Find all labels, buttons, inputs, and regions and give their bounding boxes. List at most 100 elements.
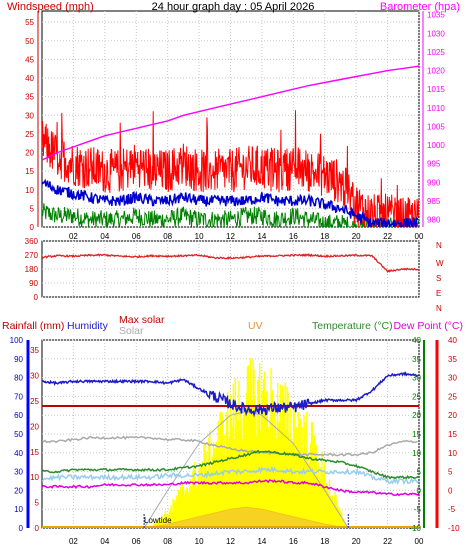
climate-x-axis-ticks: 02 04 06 08 10 12 14 16 18 20 22 00 — [69, 537, 424, 546]
barometer-tick-label: 990 — [427, 178, 441, 187]
temperature-tick-label: 35 — [412, 355, 421, 364]
climate-x-tick-label: 16 — [289, 537, 298, 546]
page-title: 24 hour graph day : 05 April 2026 — [152, 1, 315, 13]
wind-x-tick-label: 10 — [195, 232, 204, 241]
temperature-tick-label: 5 — [417, 468, 422, 477]
temperature-tick-label: 20 — [412, 411, 421, 420]
climate-x-tick-label: 10 — [195, 537, 204, 546]
compass-label: W — [436, 259, 444, 268]
direction-tick-label: 0 — [34, 293, 39, 302]
humidity-label: Humidity — [67, 320, 109, 332]
light-blue-line — [42, 465, 419, 486]
rainfall-label: Rainfall (mm) — [2, 320, 64, 332]
barometer-tick-label: 1005 — [427, 122, 445, 131]
temperature-label: Temperature (°C) — [312, 320, 393, 332]
rain-tick-label: 15 — [30, 448, 39, 457]
wind-x-tick-label: 02 — [69, 232, 78, 241]
temperature-tick-label: 30 — [412, 374, 421, 383]
direction-tick-label: 180 — [25, 265, 39, 274]
wind-y-tick-label: 10 — [25, 186, 34, 195]
wind-y-tick-label: 50 — [25, 37, 34, 46]
barometer-tick-label: 1025 — [427, 48, 445, 57]
dew-point-tick-label: 5 — [448, 468, 453, 477]
solar-label: Solar — [119, 325, 144, 337]
wind-gust-line — [42, 110, 419, 227]
barometer-tick-label: 1020 — [427, 67, 445, 76]
wind-x-tick-label: 20 — [352, 232, 361, 241]
humidity-tick-label: 40 — [14, 449, 23, 458]
barometer-tick-label: 1000 — [427, 141, 445, 150]
humidity-tick-label: 60 — [14, 411, 23, 420]
climate-panel: 010203040506070809010005101520253035-10-… — [2, 314, 463, 546]
wind-x-tick-label: 00 — [415, 232, 424, 241]
barometer-right-axis-ticks: 980 985 990 995 1000 1005 1010 1015 1020 1025 1030… — [422, 11, 445, 227]
dew-point-tick-label: 10 — [448, 449, 457, 458]
wind-y-tick-label: 40 — [25, 74, 34, 83]
wind-x-tick-label: 06 — [132, 232, 141, 241]
wind-y-tick-label: 30 — [25, 111, 34, 120]
humidity-tick-label: 80 — [14, 374, 23, 383]
wind-y-tick-label: 35 — [25, 93, 34, 102]
wind-y-tick-label: 25 — [25, 130, 34, 139]
climate-x-tick-label: 22 — [383, 537, 392, 546]
lowtide-label: Lowtide — [144, 516, 172, 525]
rain-tick-label: 35 — [30, 346, 39, 355]
dew-point-tick-label: 15 — [448, 430, 457, 439]
direction-tick-label: 270 — [25, 251, 39, 260]
dew-point-tick-label: 30 — [448, 374, 457, 383]
dew-point-tick-label: 25 — [448, 392, 457, 401]
humidity-tick-label: 10 — [14, 505, 23, 514]
climate-axes: 010203040506070809010005101520253035-10-… — [10, 336, 460, 533]
direction-series — [42, 253, 419, 273]
wind-gust-series — [42, 110, 419, 227]
direction-tick-label: 90 — [29, 279, 38, 288]
wind-x-tick-label: 18 — [320, 232, 329, 241]
rain-tick-label: 30 — [30, 372, 39, 381]
wind-y-tick-label: 55 — [25, 18, 34, 27]
climate-series — [42, 371, 419, 528]
wind-low-line — [42, 203, 419, 227]
climate-x-tick-label: 04 — [100, 537, 109, 546]
humidity-tick-label: 30 — [14, 468, 23, 477]
wind-axis-label: Windspeed (mph) — [7, 1, 94, 13]
dew-point-tick-label: 0 — [448, 486, 453, 495]
wind-y-tick-label: 5 — [30, 204, 35, 213]
humidity-tick-label: 90 — [14, 355, 23, 364]
direction-tick-label: 360 — [25, 237, 39, 246]
rain-tick-label: 25 — [30, 397, 39, 406]
humidity-tick-label: 20 — [14, 486, 23, 495]
barometer-tick-label: 1010 — [427, 104, 445, 113]
humidity-tick-label: 100 — [10, 336, 24, 345]
climate-x-tick-label: 06 — [132, 537, 141, 546]
wind-y-tick-label: 20 — [25, 149, 34, 158]
barometer-axis-label: Barometer (hpa) — [380, 1, 460, 13]
wind-x-tick-label: 22 — [383, 232, 392, 241]
climate-x-tick-label: 00 — [415, 537, 424, 546]
rain-tick-label: 10 — [30, 473, 39, 482]
barometer-tick-label: 1015 — [427, 85, 445, 94]
humidity-line — [42, 371, 419, 418]
rain-tick-label: 5 — [35, 499, 40, 508]
wind-grid — [42, 11, 420, 228]
humidity-tick-label: 50 — [14, 430, 23, 439]
wind-avg-line — [42, 178, 419, 227]
climate-x-tick-label: 02 — [69, 537, 78, 546]
dew-point-label: Dew Point (°C) — [393, 320, 463, 332]
wind-y-tick-label: 15 — [25, 167, 34, 176]
temperature-tick-label: -5 — [414, 505, 422, 514]
humidity-tick-label: 70 — [14, 392, 23, 401]
compass-label: E — [436, 289, 441, 298]
wind-x-tick-label: 16 — [289, 232, 298, 241]
climate-x-tick-label: 14 — [257, 537, 266, 546]
dew-point-tick-label: -5 — [448, 505, 456, 514]
compass-label: N — [436, 241, 442, 250]
barometer-tick-label: 985 — [427, 197, 441, 206]
humidity-tick-label: 0 — [19, 524, 24, 533]
barometer-series — [42, 65, 419, 161]
wind-low-series — [42, 203, 419, 227]
dew-point-line — [42, 479, 419, 497]
